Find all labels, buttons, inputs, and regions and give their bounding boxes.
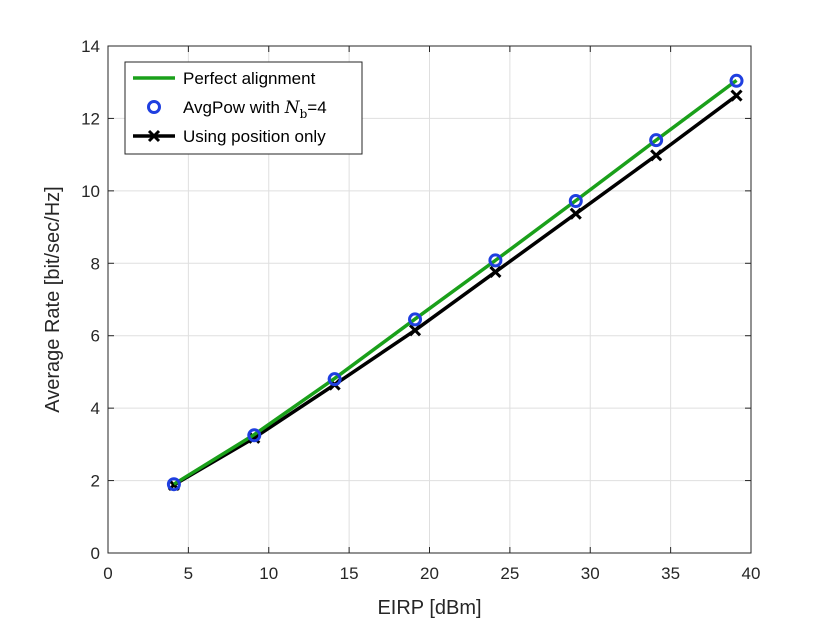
- legend-label-suffix: =4: [307, 98, 326, 117]
- y-tick-label: 10: [81, 182, 100, 201]
- y-tick-label: 8: [91, 254, 100, 273]
- series-1-point-1: [247, 428, 262, 443]
- y-tick-label: 14: [81, 37, 100, 56]
- y-tick-label: 4: [91, 399, 100, 418]
- y-axis-label: Average Rate [bit/sec/Hz]: [42, 186, 64, 412]
- series-1-point-4: [488, 253, 503, 268]
- y-tick-label: 6: [91, 327, 100, 346]
- x-tick-label: 5: [184, 564, 193, 583]
- x-tick-label: 0: [103, 564, 112, 583]
- series-1-point-0: [166, 477, 181, 492]
- series-1-point-3: [408, 312, 423, 327]
- series-2-point-7: [730, 89, 743, 102]
- legend-x-marker: [147, 129, 161, 143]
- series-line-0: [172, 78, 738, 486]
- legend-label-subscript: b: [300, 107, 308, 121]
- axis-ticks: 0 5 10 15 20 25 30 35 40 0 2 4 6 8 10 12 14: [81, 37, 760, 583]
- y-tick-label: 2: [91, 472, 100, 491]
- x-axis-label: EIRP [dBm]: [377, 597, 481, 619]
- legend-circle-marker: [147, 100, 161, 114]
- x-tick-label: 20: [420, 564, 439, 583]
- legend-entry-0: Perfect alignment: [133, 69, 316, 88]
- legend: Perfect alignment AvgPow with Nb=4 Using p…: [124, 61, 363, 155]
- legend-entry-2: Using position only: [133, 127, 326, 146]
- legend-label-prefix: AvgPow with: [183, 98, 285, 117]
- x-tick-label: 15: [340, 564, 359, 583]
- series-2-point-5: [569, 207, 582, 220]
- series-layer: [166, 73, 744, 492]
- series-1-point-2: [327, 372, 342, 387]
- y-tick-label: 12: [81, 109, 100, 128]
- series-2-point-6: [650, 149, 663, 162]
- legend-label-2: Using position only: [183, 127, 326, 146]
- x-tick-label: 35: [661, 564, 680, 583]
- series-1-point-5: [568, 193, 583, 208]
- legend-label-0: Perfect alignment: [183, 69, 316, 88]
- legend-label-symbol: N: [284, 98, 301, 118]
- y-tick-label: 0: [91, 544, 100, 563]
- series-1-point-7: [729, 73, 744, 88]
- series-2-point-3: [408, 324, 422, 337]
- series-2-point-4: [489, 265, 502, 279]
- series-line-2: [173, 94, 738, 487]
- x-tick-label: 25: [500, 564, 519, 583]
- legend-label-1: AvgPow with Nb=4: [183, 98, 327, 121]
- series-1-point-6: [649, 133, 664, 148]
- legend-entry-1: AvgPow with Nb=4: [147, 98, 327, 121]
- x-tick-label: 10: [259, 564, 278, 583]
- x-tick-label: 30: [581, 564, 600, 583]
- x-tick-label: 40: [742, 564, 761, 583]
